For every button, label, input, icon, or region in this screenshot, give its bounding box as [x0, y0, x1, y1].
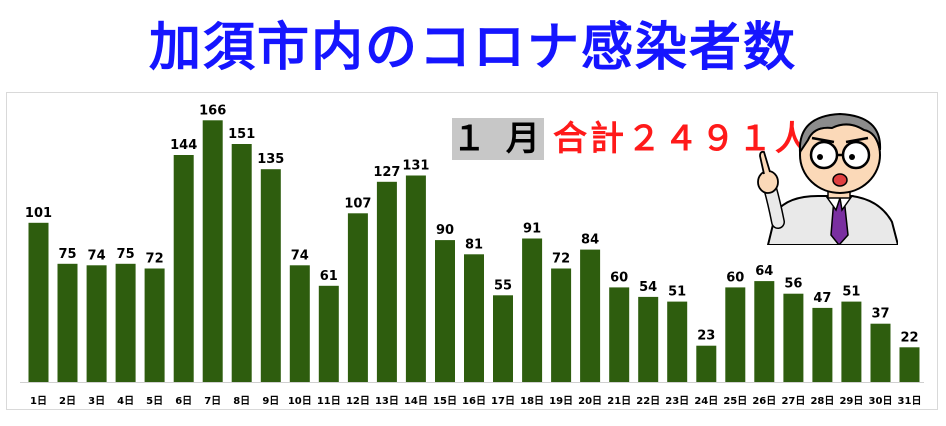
data-label: 37: [871, 307, 889, 322]
data-label: 131: [402, 159, 429, 174]
x-tick-label: 22日: [636, 395, 660, 407]
x-tick-label: 3日: [88, 395, 105, 407]
x-tick-label: 24日: [694, 395, 718, 407]
bar: [289, 265, 310, 382]
bar: [86, 265, 107, 382]
data-label: 23: [697, 329, 715, 344]
bar: [144, 268, 165, 382]
bar: [812, 307, 833, 382]
bar: [464, 254, 484, 382]
x-tick-label: 16日: [462, 395, 486, 407]
data-label: 60: [610, 270, 628, 285]
x-tick-label: 26日: [752, 395, 776, 407]
bar: [870, 323, 891, 382]
data-label: 151: [228, 127, 255, 142]
x-tick-label: 13日: [375, 395, 399, 407]
bar: [260, 169, 281, 382]
bar: [435, 240, 455, 382]
page-title: 加須市内のコロナ感染者数: [148, 18, 797, 78]
pointing-man-icon: [757, 112, 898, 245]
x-tick-label: 17日: [491, 395, 515, 407]
bar: [202, 120, 223, 383]
bar: [580, 249, 601, 382]
data-label: 166: [199, 103, 226, 118]
bar: [522, 238, 543, 382]
data-label: 90: [436, 223, 454, 238]
data-label: 75: [117, 247, 135, 262]
data-label: 75: [58, 247, 76, 262]
bar: [754, 281, 775, 382]
bar: [638, 296, 659, 382]
x-tick-label: 6日: [175, 395, 192, 407]
x-tick-label: 10日: [288, 395, 312, 407]
data-label: 51: [668, 285, 686, 300]
x-tick-label: 29日: [839, 395, 863, 407]
x-tick-label: 15日: [433, 395, 457, 407]
bar: [347, 213, 368, 382]
bar: [899, 347, 920, 382]
bar: [725, 287, 746, 382]
data-label: 56: [784, 277, 802, 292]
data-label: 51: [842, 285, 860, 300]
bar: [28, 222, 49, 382]
bar: [376, 181, 397, 382]
bar: [318, 285, 339, 382]
x-tick-label: 30日: [869, 395, 893, 407]
x-tick-label: 28日: [810, 395, 834, 407]
data-label: 47: [813, 291, 831, 306]
total-label: 合計２４９１人: [553, 119, 812, 159]
data-label: 61: [320, 269, 338, 284]
x-tick-label: 25日: [723, 395, 747, 407]
x-tick-label: 11日: [317, 395, 341, 407]
data-label: 74: [88, 248, 106, 263]
data-label: 72: [552, 252, 570, 267]
data-label: 54: [639, 280, 657, 295]
data-label: 91: [523, 222, 541, 237]
data-label: 135: [257, 152, 284, 167]
bar: [231, 144, 252, 382]
bar: [609, 287, 630, 382]
x-tick-label: 14日: [404, 395, 428, 407]
data-label: 55: [494, 278, 512, 293]
bar: [783, 293, 804, 382]
bar: [405, 175, 426, 382]
data-label: 22: [900, 330, 918, 345]
bar: [841, 301, 862, 382]
x-tick-label: 31日: [898, 395, 922, 407]
x-tick-label: 12日: [346, 395, 370, 407]
data-label: 107: [344, 196, 371, 211]
bar: [173, 155, 194, 382]
bar: [696, 345, 717, 382]
x-tick-label: 21日: [607, 395, 631, 407]
x-tick-label: 4日: [117, 395, 134, 407]
x-tick-label: 5日: [146, 395, 163, 407]
bar: [115, 263, 136, 382]
x-tick-label: 18日: [520, 395, 544, 407]
x-tick-label: 1日: [30, 395, 47, 407]
x-tick-label: 27日: [781, 395, 805, 407]
x-tick-label: 19日: [549, 395, 573, 407]
data-label: 127: [373, 165, 400, 180]
x-tick-label: 7日: [204, 395, 221, 407]
bar: [667, 301, 688, 382]
x-tick-label: 20日: [578, 395, 602, 407]
data-label: 84: [581, 233, 599, 248]
data-label: 72: [146, 252, 164, 267]
data-label: 144: [170, 138, 197, 153]
data-label: 74: [291, 248, 309, 263]
data-label: 60: [726, 270, 744, 285]
x-tick-label: 23日: [665, 395, 689, 407]
month-label: １ 月: [452, 118, 544, 160]
bar: [493, 295, 513, 382]
x-tick-label: 2日: [59, 395, 76, 407]
data-label: 64: [755, 264, 773, 279]
x-tick-label: 9日: [262, 395, 279, 407]
bar: [57, 263, 78, 382]
x-tick-label: 8日: [233, 395, 250, 407]
data-label: 101: [25, 206, 52, 221]
bar: [551, 268, 572, 382]
data-label: 81: [465, 237, 483, 252]
